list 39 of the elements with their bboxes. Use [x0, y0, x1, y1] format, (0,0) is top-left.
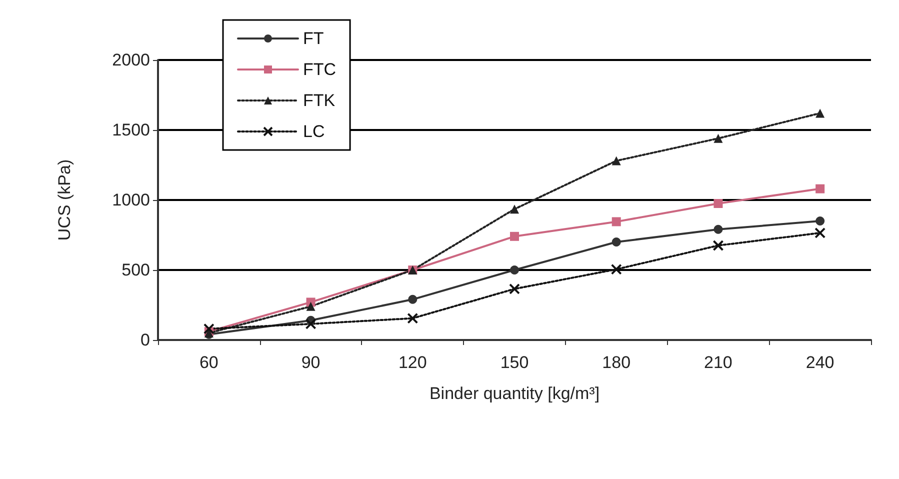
point	[510, 232, 519, 241]
point	[612, 156, 621, 166]
point	[408, 294, 418, 304]
legend-label: FTC	[303, 60, 336, 79]
point	[610, 264, 622, 275]
point	[714, 199, 723, 208]
legend-label: FTK	[303, 91, 336, 110]
x-tick-label: 240	[806, 353, 834, 372]
point	[814, 227, 826, 238]
x-axis-title: Binder quantity [kg/m³]	[429, 384, 600, 403]
point	[306, 302, 316, 311]
point	[712, 240, 724, 251]
point	[714, 224, 723, 234]
x-tick-label: 60	[199, 353, 218, 372]
point	[305, 318, 316, 330]
point	[203, 323, 214, 334]
y-tick-label: 1500	[112, 120, 150, 140]
y-tick-label: 500	[122, 260, 150, 280]
y-tick-label: 0	[140, 330, 150, 350]
y-tick-label: 1000	[112, 190, 150, 210]
point	[510, 204, 519, 214]
legend-label: FT	[303, 29, 324, 48]
x-tick-label: 210	[704, 353, 732, 372]
point	[407, 312, 418, 324]
point	[816, 108, 825, 118]
x-tick-label: 120	[398, 353, 427, 372]
y-tick-label: 2000	[112, 50, 150, 70]
point	[816, 216, 825, 226]
point	[509, 283, 520, 294]
point	[612, 238, 621, 246]
x-tick-label: 150	[500, 353, 529, 372]
point	[714, 134, 723, 143]
point	[612, 217, 621, 226]
point	[510, 266, 519, 274]
point	[816, 184, 825, 194]
y-axis-title: UCS (kPa)	[55, 159, 74, 241]
legend-label: LC	[303, 122, 325, 141]
x-tick-label: 90	[301, 353, 320, 372]
x-tick-label: 180	[602, 353, 631, 372]
